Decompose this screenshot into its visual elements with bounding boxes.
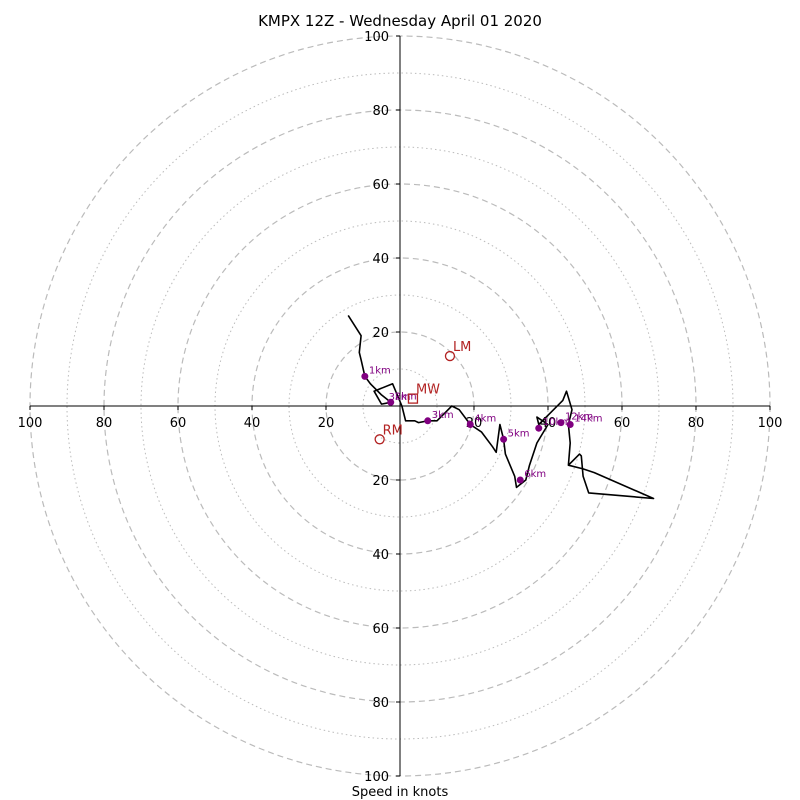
y-tick-label: 20: [372, 474, 389, 489]
y-tick-label: 80: [372, 104, 389, 119]
y-tick-label: 40: [372, 252, 389, 267]
x-tick-label: 20: [318, 416, 335, 431]
height-marker-label: 2km: [395, 391, 417, 402]
height-marker-label: 14km: [574, 414, 602, 425]
storm-marker-label: LM: [453, 340, 471, 355]
x-tick-label: 60: [614, 416, 631, 431]
height-marker-dot: [500, 435, 508, 443]
height-marker-label: 6km: [524, 469, 546, 480]
height-marker-dot: [387, 398, 395, 406]
x-tick-label: 80: [96, 416, 113, 431]
height-marker-label: 10km: [543, 417, 571, 428]
y-tick-label: 60: [372, 622, 389, 637]
y-tick-label: 40: [372, 548, 389, 563]
x-tick-label: 100: [758, 416, 783, 431]
height-marker-dot: [466, 421, 474, 428]
y-tick-label: 20: [372, 326, 389, 341]
height-marker-label: 3km: [389, 392, 411, 403]
height-marker-label: 1km: [369, 365, 391, 376]
chart-title: KMPX 12Z - Wednesday April 01 2020: [258, 12, 542, 30]
wind-profile-line: [347, 314, 655, 500]
x-tick-label: 80: [688, 416, 705, 431]
storm-motion-marker: [444, 350, 456, 362]
x-axis-label: Speed in knots: [352, 785, 449, 800]
height-marker-label: 0: [466, 420, 472, 431]
y-tick-label: 100: [364, 30, 389, 45]
x-tick-label: 60: [170, 416, 187, 431]
height-marker-dot: [557, 419, 565, 427]
storm-motion-marker: [374, 434, 385, 445]
y-tick-label: 60: [372, 178, 389, 193]
height-marker-label: 5km: [508, 428, 530, 439]
x-tick-label: 40: [244, 416, 261, 431]
storm-marker-label: RM: [383, 423, 403, 438]
height-marker-label: 12km: [565, 412, 593, 423]
y-tick-label: 100: [364, 770, 389, 785]
mean-wind-marker: [407, 393, 419, 404]
storm-marker-label: MW: [416, 383, 440, 398]
height-marker-label: 4km: [474, 414, 496, 425]
tick-labels: 100 80 60 40 20 20 40 60 80 100100806040202040608…: [18, 30, 783, 785]
height-marker-dot: [535, 424, 543, 432]
height-marker-label: 3km: [432, 410, 454, 421]
x-tick-label: 100: [18, 416, 43, 431]
axes: [30, 36, 770, 776]
height-marker-dot: [361, 372, 369, 380]
height-marker-dot: [566, 421, 574, 428]
hodograph-trace: [347, 314, 655, 500]
height-marker-dot: [424, 417, 432, 425]
height-marker-dot: [516, 476, 524, 484]
y-tick-label: 80: [372, 696, 389, 711]
storm-motion-markers: LM MW RM: [374, 340, 471, 445]
